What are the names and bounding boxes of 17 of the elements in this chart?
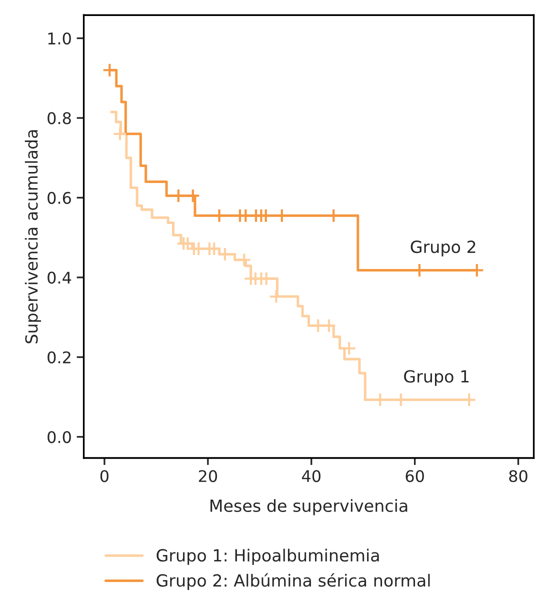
y-tick-label: 0.8 bbox=[48, 112, 71, 124]
y-tick-label: 0.2 bbox=[48, 351, 70, 364]
x-tick-label: 40 bbox=[302, 470, 320, 482]
annotation: Grupo 2 bbox=[410, 240, 476, 256]
annotation: Grupo 1 bbox=[404, 370, 469, 386]
y-tick-label: 1.0 bbox=[48, 32, 71, 45]
y-tick-label: 0.4 bbox=[48, 272, 72, 284]
legend-label: Grupo 1: Hipoalbuminemia bbox=[156, 548, 379, 565]
legend-label: Grupo 2: Albúmina sérica normal bbox=[156, 573, 430, 590]
y-tick-label: 0.6 bbox=[48, 192, 71, 204]
x-tick-label: 60 bbox=[406, 470, 424, 482]
x-tick-label: 20 bbox=[198, 470, 218, 482]
x-tick-label: 0 bbox=[100, 470, 108, 482]
x-tick-label: 80 bbox=[509, 470, 528, 482]
y-tick-label: 0.0 bbox=[48, 431, 71, 444]
x-axis-title: Meses de supervivencia bbox=[210, 499, 408, 516]
y-axis-title: Supervivencia acumulada bbox=[24, 130, 42, 344]
